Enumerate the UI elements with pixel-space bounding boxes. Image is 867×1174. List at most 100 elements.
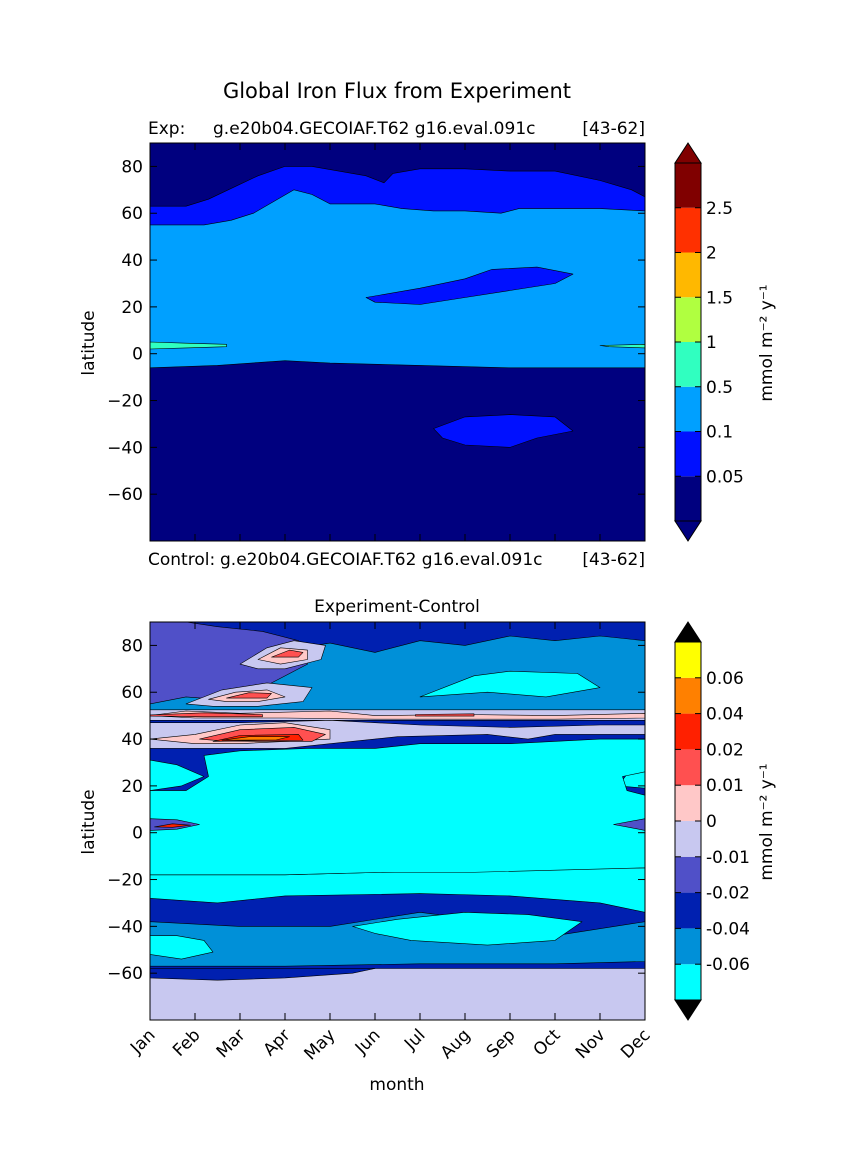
top-contour-region-4 (150, 341, 227, 350)
top-colorbar-under-arrow (674, 520, 702, 542)
bottom-y-ticks: 80 60 40 20 0 −20 −40 −60 (107, 636, 645, 984)
bot-contour-region-19 (150, 712, 263, 718)
bot-contour-region-5 (150, 935, 214, 960)
bot-colorbar-under-arrow (674, 999, 702, 1021)
bot-xtick-label-8: Sep (483, 1025, 520, 1062)
bot-colorbar-label-3: -0.01 (706, 848, 750, 868)
bot-xtick-label-6: Jul (400, 1025, 429, 1054)
figure-title: Global Iron Flux from Experiment (223, 79, 571, 103)
top-colorbar-swatch-6 (675, 207, 701, 253)
bot-xtick-label-11: Dec (617, 1025, 654, 1062)
bot-ytick-label-3: 20 (121, 777, 143, 797)
bottom-panel: Experiment-Control latitude 80 60 40 20 0 −20… (79, 597, 777, 1095)
bot-xtick-label-0: Jan (126, 1025, 159, 1058)
top-plot-area (150, 143, 645, 541)
bot-contour-region-16 (419, 670, 601, 698)
bottom-plot-frame (149, 621, 646, 1021)
bot-xtick-label-10: Nov (572, 1025, 610, 1063)
bot-xtick-label-5: Jun (351, 1025, 385, 1059)
bot-contour-region-20 (415, 713, 475, 717)
top-header-center: g.e20b04.GECOIAF.T62 g16.eval.091c (213, 119, 535, 139)
bot-colorbar-swatch-5 (675, 785, 701, 821)
top-x-ticks (149, 143, 646, 541)
bot-colorbar-label-6: 0.02 (706, 740, 744, 760)
bot-contour-region-6 (150, 759, 205, 791)
bot-ytick-label-0: 80 (121, 636, 143, 656)
top-colorbar-label-2: 0.5 (706, 378, 733, 398)
bottom-y-axis-label: latitude (79, 789, 99, 854)
top-ytick-label-3: 20 (121, 298, 143, 318)
top-colorbar-swatch-3 (675, 342, 701, 387)
bot-ytick-label-1: 60 (121, 683, 143, 703)
bot-colorbar-swatch-0 (675, 964, 701, 1000)
bot-xtick-label-4: May (301, 1025, 340, 1064)
bot-colorbar-label-7: 0.04 (706, 705, 744, 725)
top-ytick-label-6: −40 (107, 438, 143, 458)
top-colorbar-label: mmol m⁻² y⁻¹ (757, 284, 777, 401)
bot-colorbar-swatch-7 (675, 713, 701, 750)
bot-colorbar-swatch-4 (675, 821, 701, 857)
bot-colorbar-label-4: 0 (706, 812, 717, 832)
bot-contour-region-2 (150, 911, 645, 967)
top-ytick-label-0: 80 (121, 157, 143, 177)
bot-contour-region-15 (226, 692, 272, 699)
bot-contour-region-0 (150, 968, 645, 1020)
bot-colorbar-swatch-1 (675, 928, 701, 965)
top-y-axis-label: latitude (79, 310, 99, 375)
bot-colorbar-label-8: 0.06 (706, 669, 744, 689)
top-ytick-label-5: −20 (107, 392, 143, 412)
top-ytick-label-7: −60 (107, 485, 143, 505)
bot-contour-region-28 (154, 823, 191, 828)
bot-colorbar-label-0: -0.06 (706, 955, 750, 975)
top-colorbar-swatch-1 (675, 431, 701, 477)
bottom-title: Experiment-Control (314, 597, 480, 617)
top-colorbar-label-5: 2 (706, 244, 717, 264)
bot-xtick-label-1: Feb (169, 1025, 204, 1060)
bot-colorbar-swatch-2 (675, 892, 701, 929)
control-header-right: [43-62] (582, 550, 645, 570)
bot-ytick-label-7: −60 (107, 964, 143, 984)
top-colorbar-swatch-7 (675, 163, 701, 208)
bot-contour-region-18 (150, 710, 645, 720)
top-contours (150, 166, 645, 448)
bot-xtick-label-2: Mar (213, 1025, 250, 1062)
top-header-left: Exp: (148, 119, 185, 139)
top-colorbar: 0.05 0.1 0.5 1 1.5 2 2.5 (674, 142, 744, 542)
top-colorbar-label-6: 2.5 (706, 199, 733, 219)
top-colorbar-swatch-5 (675, 252, 701, 298)
top-ytick-label-4: 0 (132, 345, 143, 365)
bottom-contours (150, 622, 645, 1020)
bot-xtick-label-9: Oct (530, 1025, 565, 1060)
top-y-ticks: 80 60 40 20 0 −20 −40 −60 (107, 157, 645, 505)
top-plot-frame (149, 142, 646, 542)
bot-colorbar-swatch-6 (675, 749, 701, 786)
bot-contour-region-4 (352, 911, 583, 946)
bot-colorbar-label-5: 0.01 (706, 776, 744, 796)
bot-colorbar-swatch-8 (675, 677, 701, 714)
bottom-colorbar: -0.06 -0.04 -0.02 -0.01 0 0.01 0.02 0.04 0.06 (674, 621, 750, 1021)
bot-contour-region-29 (613, 818, 645, 831)
bot-contour-region-25 (221, 736, 290, 741)
bot-colorbar-label-2: -0.02 (706, 884, 750, 904)
top-panel: Exp: g.e20b04.GECOIAF.T62 g16.eval.091c … (79, 119, 777, 542)
top-colorbar-label-0: 0.05 (706, 467, 744, 487)
top-contour-region-5 (599, 344, 645, 349)
bottom-x-axis-label: month (369, 1075, 424, 1095)
bot-contour-region-26 (150, 738, 645, 876)
bot-xtick-label-3: Apr (260, 1025, 295, 1060)
bot-colorbar-over-arrow (674, 621, 702, 643)
top-contour-region-3 (433, 414, 574, 448)
bot-colorbar-label-1: -0.04 (706, 919, 750, 939)
bot-contour-region-1 (150, 968, 376, 981)
control-header-left: Control: (148, 550, 215, 570)
top-colorbar-swatch-0 (675, 476, 701, 521)
bot-xtick-label-7: Aug (437, 1025, 475, 1063)
bottom-plot-area (150, 622, 645, 1020)
bot-contour-region-13 (271, 649, 304, 658)
top-colorbar-swatch-4 (675, 297, 701, 342)
top-colorbar-label-1: 0.1 (706, 423, 733, 443)
bot-colorbar-swatch-3 (675, 856, 701, 893)
top-ytick-label-2: 40 (121, 251, 143, 271)
bot-colorbar-swatch-9 (675, 642, 701, 678)
